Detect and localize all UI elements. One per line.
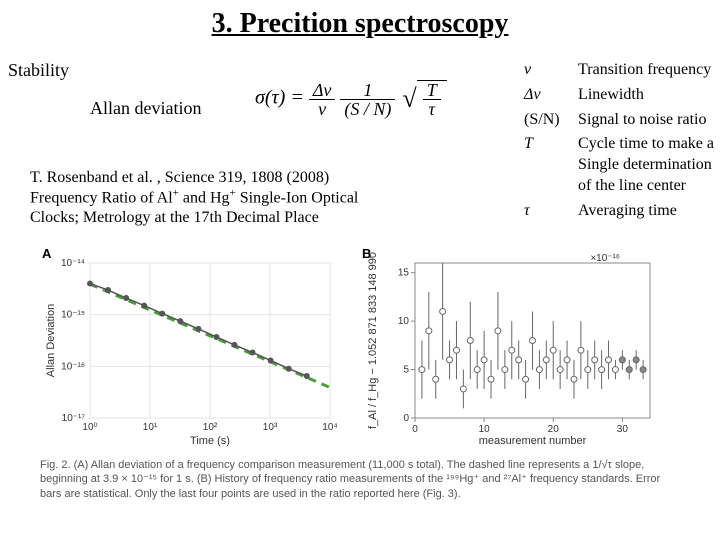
svg-text:10⁻¹⁴: 10⁻¹⁴ [61, 258, 85, 269]
definition-symbol: Δν [524, 85, 578, 106]
definition-symbol: ν [524, 60, 578, 81]
fraction-dnu-nu: Δν ν [309, 81, 336, 118]
stability-heading: Stability [8, 60, 69, 81]
svg-text:15: 15 [398, 268, 410, 279]
equals-sign: = [290, 87, 304, 109]
definition-text: Transition frequency [578, 60, 711, 81]
definition-symbol: τ [524, 201, 578, 222]
definition-text: Averaging time [578, 201, 677, 222]
svg-text:5: 5 [403, 365, 409, 376]
definition-row: TCycle time to make a Single determinati… [524, 134, 714, 196]
panel-b: B 0 10 20 30 0 5 10 15 measurement number f_Al / … [360, 248, 660, 448]
symbol-definitions: νTransition frequencyΔνLinewidth(S/N)Sig… [524, 60, 714, 226]
svg-text:20: 20 [548, 424, 560, 435]
frac-den-sn: (S / N) [340, 100, 395, 118]
svg-text:10: 10 [398, 316, 410, 327]
citation-line3: Clocks; Metrology at the 17th Decimal Pl… [30, 208, 410, 227]
rad-den: τ [423, 100, 441, 118]
frac-num-one: 1 [340, 81, 395, 100]
svg-text:Allan Deviation: Allan Deviation [45, 304, 57, 377]
panel-b-chart: 0 10 20 30 0 5 10 15 measurement number f_Al / f_… [360, 248, 660, 448]
svg-text:measurement number: measurement number [479, 435, 587, 447]
svg-text:30: 30 [617, 424, 629, 435]
radicand: Tτ [417, 80, 447, 118]
definition-symbol: (S/N) [524, 110, 578, 131]
definition-text: Cycle time to make a Single determinatio… [578, 134, 714, 196]
definition-row: νTransition frequency [524, 60, 714, 81]
svg-text:10: 10 [479, 424, 491, 435]
sqrt-wrap: √Tτ [402, 80, 446, 118]
definition-text: Signal to noise ratio [578, 110, 706, 131]
cit-post: Single-Ion Optical [236, 190, 359, 207]
frac-den-nu: ν [309, 100, 336, 118]
svg-text:0: 0 [403, 413, 409, 424]
svg-text:10³: 10³ [263, 422, 278, 433]
allan-deviation-label: Allan deviation [90, 98, 201, 119]
svg-text:10⁴: 10⁴ [322, 422, 337, 433]
sqrt-icon: √ [402, 84, 416, 113]
svg-text:×10⁻¹⁶: ×10⁻¹⁶ [590, 253, 620, 264]
svg-text:10⁻¹⁵: 10⁻¹⁵ [61, 310, 85, 321]
slide-title: 3. Precition spectroscopy [0, 8, 720, 40]
svg-text:10⁻¹⁷: 10⁻¹⁷ [62, 413, 86, 424]
definition-row: τAveraging time [524, 201, 714, 222]
rad-num: T [423, 81, 441, 100]
definition-text: Linewidth [578, 85, 644, 106]
definition-row: (S/N)Signal to noise ratio [524, 110, 714, 131]
fraction-sn: 1 (S / N) [340, 81, 395, 118]
citation-line2: Frequency Ratio of Al+ and Hg+ Single-Io… [30, 187, 410, 208]
svg-text:10¹: 10¹ [143, 422, 158, 433]
cit-mid: and Hg [179, 190, 230, 207]
svg-text:0: 0 [412, 424, 418, 435]
citation-block: T. Rosenband et al. , Science 319, 1808 … [30, 168, 410, 227]
frac-num-dnu: Δν [309, 81, 336, 100]
figure-caption: Fig. 2. (A) Allan deviation of a frequen… [40, 458, 680, 501]
cit-pre: Frequency Ratio of Al [30, 190, 173, 207]
definition-symbol: T [524, 134, 578, 155]
svg-text:Time (s): Time (s) [190, 435, 230, 447]
panel-a-label: A [42, 246, 51, 261]
sigma-tau: σ(τ) [255, 87, 285, 109]
svg-text:10⁻¹⁶: 10⁻¹⁶ [61, 361, 85, 372]
figure-area: A 10⁰10¹10²10³10⁴10⁻¹⁷10⁻¹⁶10⁻¹⁵10⁻¹⁴Tim… [40, 248, 680, 501]
panel-b-label: B [362, 246, 371, 261]
panel-a: A 10⁰10¹10²10³10⁴10⁻¹⁷10⁻¹⁶10⁻¹⁵10⁻¹⁴Tim… [40, 248, 340, 448]
definition-row: ΔνLinewidth [524, 85, 714, 106]
svg-text:10²: 10² [203, 422, 218, 433]
citation-line1: T. Rosenband et al. , Science 319, 1808 … [30, 168, 410, 187]
allan-formula: σ(τ) = Δν ν 1 (S / N) √Tτ [255, 80, 447, 118]
svg-text:f_Al / f_Hg − 1.052 871 833 14: f_Al / f_Hg − 1.052 871 833 148 990 [367, 252, 379, 429]
panel-a-chart: 10⁰10¹10²10³10⁴10⁻¹⁷10⁻¹⁶10⁻¹⁵10⁻¹⁴Time … [40, 248, 340, 448]
